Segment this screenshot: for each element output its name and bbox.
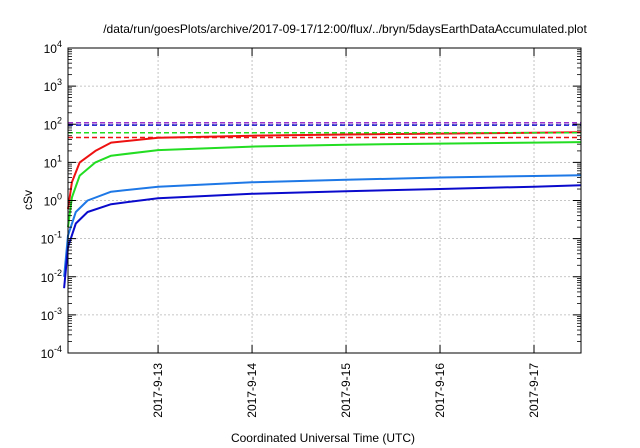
x-tick-label: 2017-9-17 bbox=[527, 363, 541, 418]
y-tick-label: 104 bbox=[44, 39, 62, 56]
x-tick-label: 2017-9-14 bbox=[245, 363, 259, 418]
y-tick-label: 10-2 bbox=[41, 268, 62, 285]
series-line-1 bbox=[67, 141, 582, 228]
y-tick-label: 101 bbox=[44, 153, 62, 170]
y-tick-labels: 10-4 10-3 10-2 10-1 100 101 102 103 104 bbox=[41, 39, 62, 361]
y-tick-label: 103 bbox=[44, 77, 62, 94]
x-tick-label: 2017-9-15 bbox=[339, 363, 353, 418]
y-tick-label: 102 bbox=[44, 115, 62, 132]
axis-ticks bbox=[68, 47, 581, 354]
series-line-3 bbox=[63, 184, 582, 289]
y-tick-label: 10-3 bbox=[41, 306, 62, 323]
y-axis-label: cSv bbox=[21, 190, 35, 210]
x-tick-label: 2017-9-13 bbox=[151, 363, 165, 418]
x-axis-label: Coordinated Universal Time (UTC) bbox=[231, 431, 415, 445]
y-tick-label: 10-4 bbox=[41, 344, 62, 361]
x-tick-label: 2017-9-16 bbox=[433, 363, 447, 418]
chart-title: /data/run/goesPlots/archive/2017-09-17/1… bbox=[103, 22, 587, 36]
series-layer bbox=[63, 121, 582, 289]
grid bbox=[68, 48, 581, 353]
series-line-2 bbox=[63, 174, 582, 277]
y-tick-label: 10-1 bbox=[41, 230, 62, 247]
x-tick-labels: 2017-9-13 2017-9-14 2017-9-15 2017-9-16 2017… bbox=[151, 363, 541, 418]
y-tick-label: 100 bbox=[44, 192, 62, 209]
